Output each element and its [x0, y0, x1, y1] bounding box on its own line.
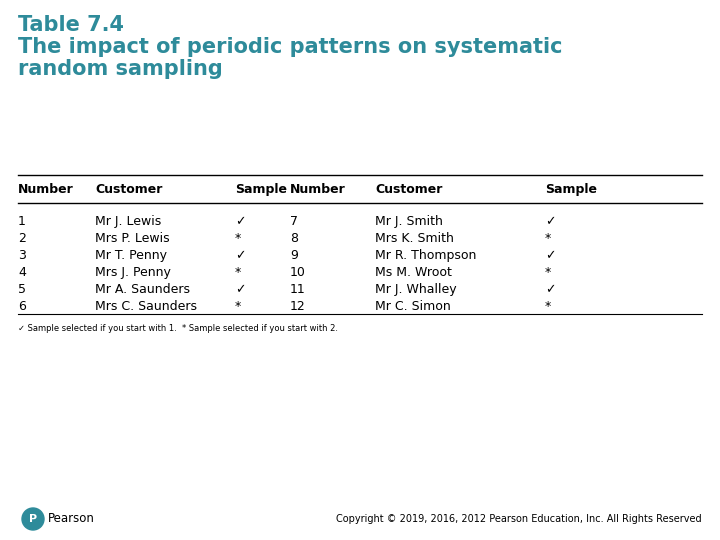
Text: Mr J. Lewis: Mr J. Lewis: [95, 215, 161, 228]
Text: ✓: ✓: [235, 283, 246, 296]
Text: Table 7.4: Table 7.4: [18, 15, 124, 35]
Text: Mr A. Saunders: Mr A. Saunders: [95, 283, 190, 296]
Text: Customer: Customer: [95, 183, 163, 196]
Text: ✓: ✓: [235, 249, 246, 262]
Text: random sampling: random sampling: [18, 59, 222, 79]
Text: 3: 3: [18, 249, 26, 262]
Text: Number: Number: [290, 183, 346, 196]
Text: 4: 4: [18, 266, 26, 279]
Text: Mr J. Smith: Mr J. Smith: [375, 215, 443, 228]
Text: Mrs C. Saunders: Mrs C. Saunders: [95, 300, 197, 313]
Text: *: *: [545, 300, 552, 313]
Text: Mr J. Whalley: Mr J. Whalley: [375, 283, 456, 296]
Text: The impact of periodic patterns on systematic: The impact of periodic patterns on syste…: [18, 37, 562, 57]
Text: P: P: [29, 514, 37, 524]
Text: ✓ Sample selected if you start with 1.  * Sample selected if you start with 2.: ✓ Sample selected if you start with 1. *…: [18, 324, 338, 333]
Text: Sample: Sample: [235, 183, 287, 196]
Text: Mrs J. Penny: Mrs J. Penny: [95, 266, 171, 279]
Text: ✓: ✓: [545, 283, 556, 296]
Text: Copyright © 2019, 2016, 2012 Pearson Education, Inc. All Rights Reserved: Copyright © 2019, 2016, 2012 Pearson Edu…: [336, 514, 702, 524]
Circle shape: [22, 508, 44, 530]
Text: Mr R. Thompson: Mr R. Thompson: [375, 249, 477, 262]
Text: Mrs K. Smith: Mrs K. Smith: [375, 232, 454, 245]
Text: Number: Number: [18, 183, 73, 196]
Text: *: *: [545, 266, 552, 279]
Text: 12: 12: [290, 300, 306, 313]
Text: *: *: [545, 232, 552, 245]
Text: 1: 1: [18, 215, 26, 228]
Text: 9: 9: [290, 249, 298, 262]
Text: Ms M. Wroot: Ms M. Wroot: [375, 266, 452, 279]
Text: Mr C. Simon: Mr C. Simon: [375, 300, 451, 313]
Text: Pearson: Pearson: [48, 512, 95, 525]
Text: ✓: ✓: [235, 215, 246, 228]
Text: *: *: [235, 300, 241, 313]
Text: Mrs P. Lewis: Mrs P. Lewis: [95, 232, 170, 245]
Text: *: *: [235, 232, 241, 245]
Text: Customer: Customer: [375, 183, 442, 196]
Text: Sample: Sample: [545, 183, 597, 196]
Text: ✓: ✓: [545, 249, 556, 262]
Text: ✓: ✓: [545, 215, 556, 228]
Text: 8: 8: [290, 232, 298, 245]
Text: *: *: [235, 266, 241, 279]
Text: 10: 10: [290, 266, 306, 279]
Text: 5: 5: [18, 283, 26, 296]
Text: 2: 2: [18, 232, 26, 245]
Text: 11: 11: [290, 283, 306, 296]
Text: Mr T. Penny: Mr T. Penny: [95, 249, 167, 262]
Text: 6: 6: [18, 300, 26, 313]
Text: 7: 7: [290, 215, 298, 228]
